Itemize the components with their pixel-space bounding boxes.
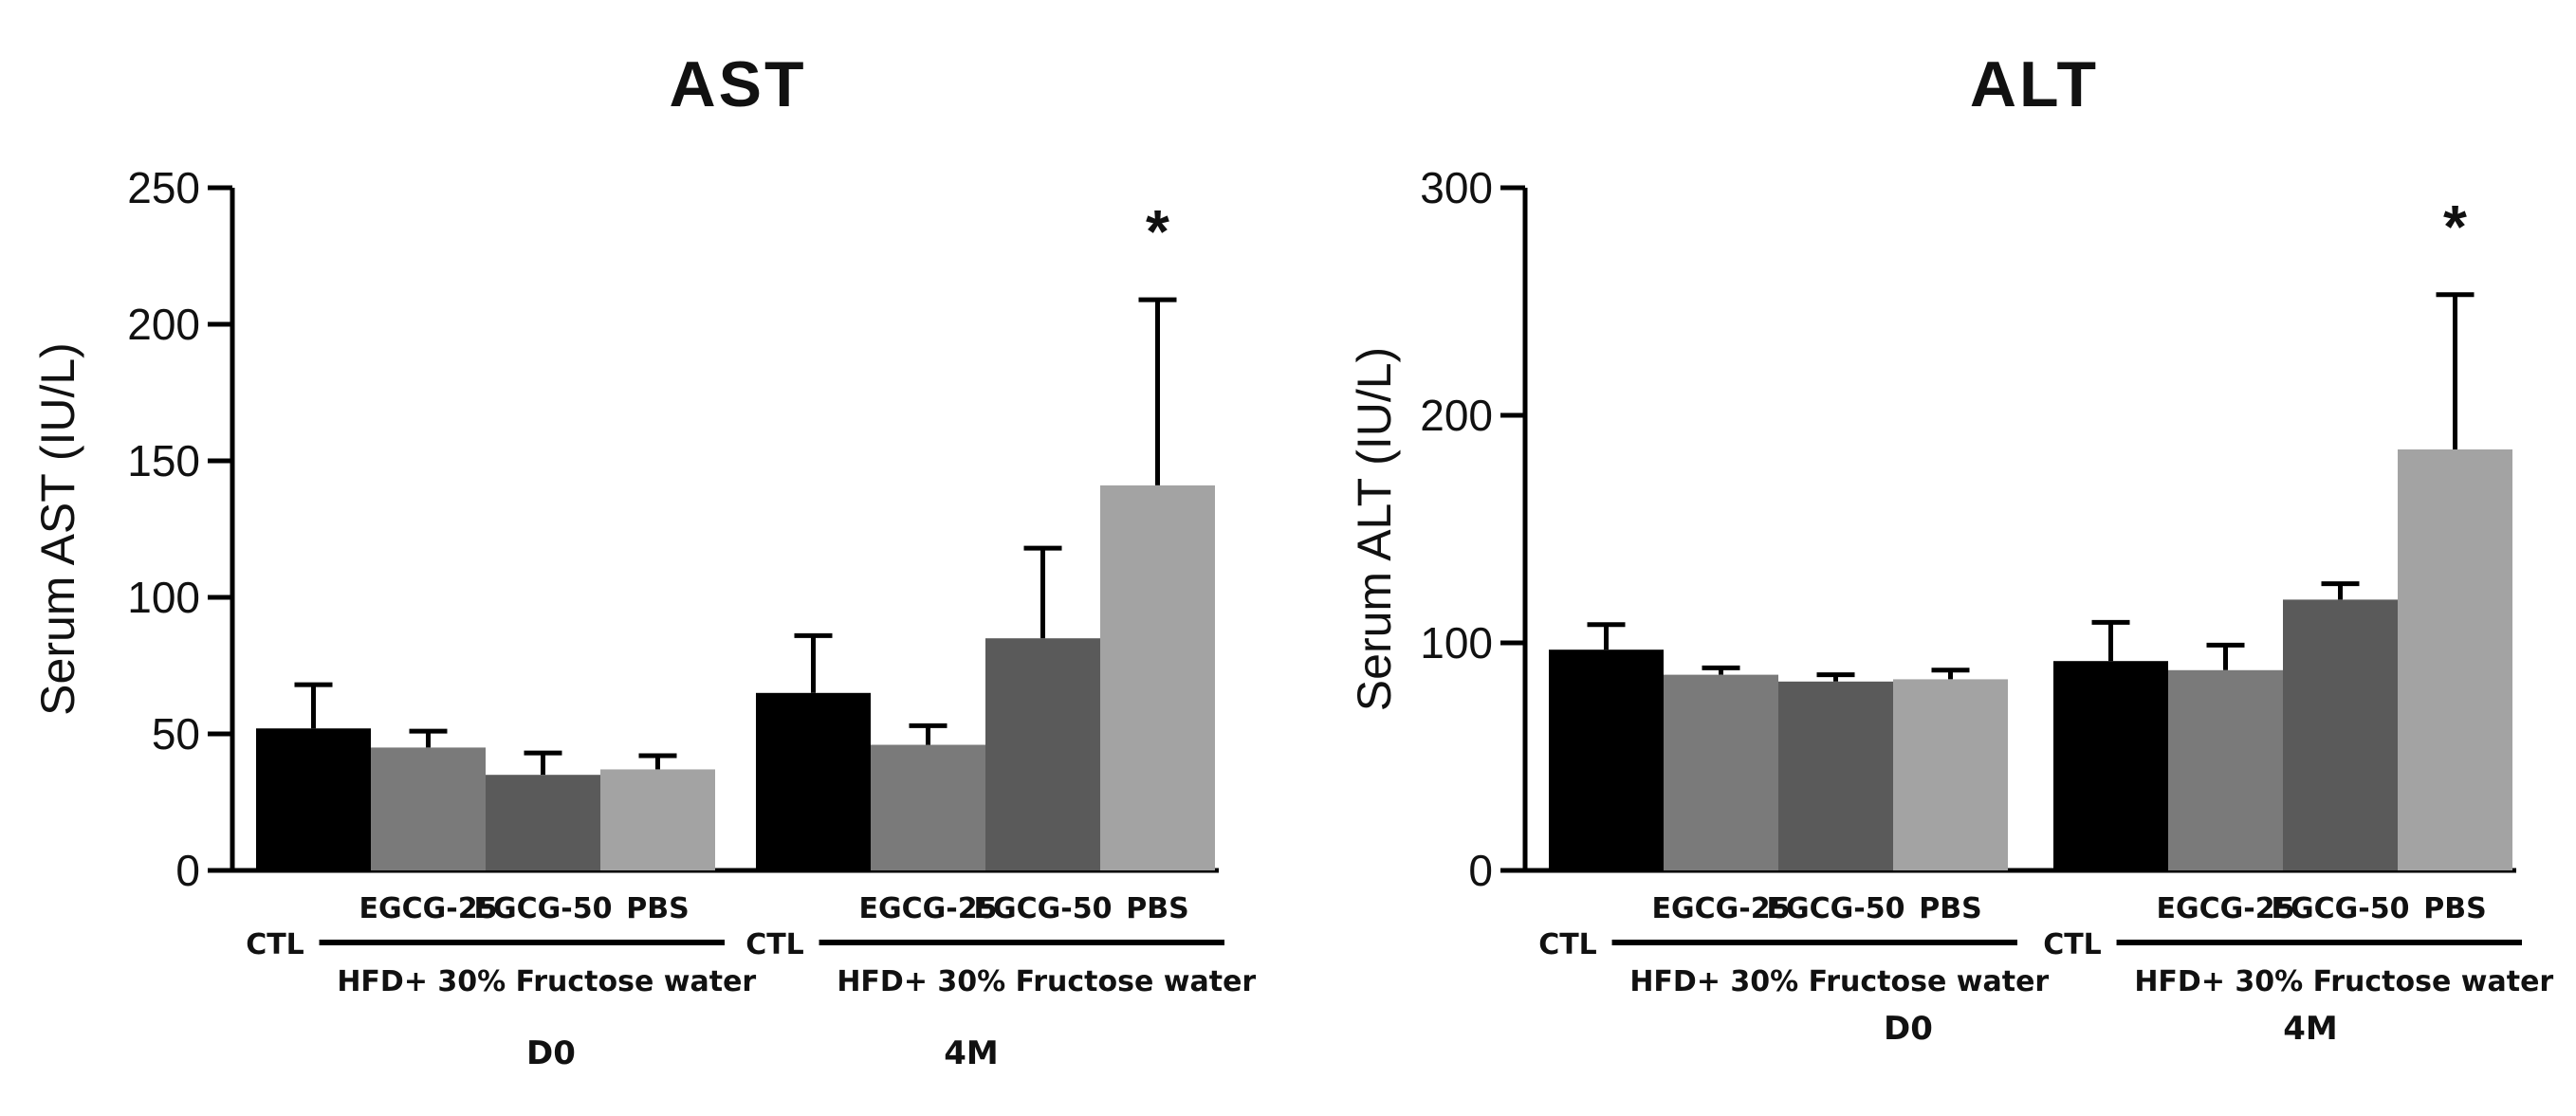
category-label: EGCG-25	[1652, 892, 1791, 925]
bar	[1778, 681, 1893, 870]
category-label: EGCG-25	[859, 892, 998, 925]
category-label: EGCG-50	[2272, 892, 2410, 925]
category-label: PBS	[1919, 892, 1981, 925]
category-label: PBS	[2423, 892, 2486, 925]
control-label: CTL	[2043, 928, 2102, 961]
control-label: CTL	[1538, 928, 1597, 961]
bar	[600, 769, 715, 870]
category-label: EGCG-50	[974, 892, 1113, 925]
chart-title: AST	[670, 48, 807, 120]
significance-marker: *	[1146, 197, 1169, 265]
y-tick-label: 100	[1420, 618, 1493, 668]
bar	[756, 692, 871, 870]
bar	[985, 638, 1100, 870]
bar	[256, 728, 371, 870]
bar	[871, 744, 985, 870]
y-tick-label: 200	[127, 300, 200, 349]
timepoint-label: D0	[1884, 1010, 1933, 1048]
category-label: EGCG-25	[2157, 892, 2295, 925]
bar	[486, 775, 600, 870]
bar	[2053, 661, 2168, 870]
y-tick-label: 50	[152, 709, 200, 759]
bar	[371, 747, 486, 870]
bar	[1893, 679, 2008, 870]
treatment-group-label: HFD+ 30% Fructose water	[337, 965, 756, 998]
y-tick-label: 250	[127, 163, 200, 212]
y-tick-label: 0	[175, 846, 200, 895]
bar	[2168, 669, 2283, 870]
control-label: CTL	[745, 928, 804, 961]
y-tick-label: 100	[127, 573, 200, 622]
chart-ast: AST 0 50 100 150 200 250 Serum AST (IU/L) EGCG-2…	[31, 48, 1256, 1072]
bar	[2398, 449, 2512, 870]
treatment-group-label: HFD+ 30% Fructose water	[2134, 965, 2553, 998]
bar	[2283, 599, 2398, 870]
bar	[1100, 485, 1215, 870]
significance-marker: *	[2443, 192, 2467, 261]
y-axis-label: Serum ALT (IU/L)	[1348, 347, 1401, 711]
treatment-group-label: HFD+ 30% Fructose water	[1629, 965, 2049, 998]
category-label: PBS	[1126, 892, 1188, 925]
category-label: EGCG-50	[1767, 892, 1905, 925]
bar	[1549, 649, 1664, 870]
treatment-group-label: HFD+ 30% Fructose water	[837, 965, 1256, 998]
y-tick-label: 300	[1420, 163, 1493, 212]
category-label: EGCG-50	[474, 892, 613, 925]
timepoint-label: D0	[526, 1034, 576, 1072]
category-label: EGCG-25	[359, 892, 498, 925]
y-tick-label: 150	[127, 436, 200, 485]
control-label: CTL	[246, 928, 304, 961]
timepoint-label: 4M	[2283, 1010, 2338, 1048]
y-tick-label: 200	[1420, 391, 1493, 440]
y-axis-label: Serum AST (IU/L)	[31, 342, 84, 716]
chart-title: ALT	[1970, 48, 2099, 120]
bar	[1664, 674, 1778, 870]
y-tick-label: 0	[1468, 846, 1493, 895]
category-label: PBS	[626, 892, 689, 925]
timepoint-label: 4M	[944, 1034, 999, 1072]
